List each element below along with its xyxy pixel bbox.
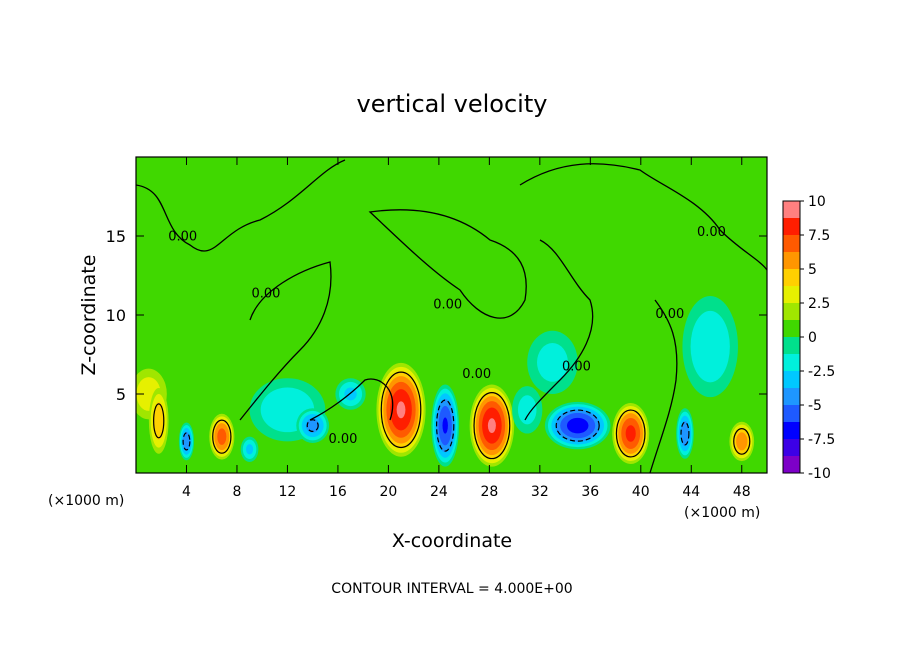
colorbar-band (783, 286, 800, 303)
contour-label: 0.00 (168, 230, 197, 245)
colorbar-band (783, 371, 800, 388)
field-cell (442, 417, 448, 434)
colorbar-tick-label: 5 (808, 262, 817, 278)
field-cell (396, 401, 406, 419)
x-tick-label: 44 (682, 484, 700, 500)
colorbar-band (783, 252, 800, 269)
colorbar-band (783, 303, 800, 320)
x-tick-label: 28 (480, 484, 498, 500)
contour-line (182, 432, 191, 451)
colorbar-tick-label: 2.5 (808, 296, 830, 312)
y-tick-label: 5 (116, 385, 126, 404)
field-cell (566, 417, 589, 434)
contour-line (615, 409, 646, 458)
contour-label: 0.00 (252, 287, 281, 302)
contour-line (380, 371, 422, 449)
contour-label: 0.00 (697, 225, 726, 240)
field-cell (690, 310, 730, 383)
y-axis-label: Z-coordinate (78, 255, 100, 376)
field-cell (305, 418, 320, 433)
contour-line (153, 403, 165, 439)
colorbar-band (783, 388, 800, 405)
field-cell (736, 432, 748, 451)
colorbar-tick-label: 7.5 (808, 228, 830, 244)
x-tick-label: 16 (329, 484, 347, 500)
contour-label: 0.00 (328, 432, 357, 447)
field-cell (217, 428, 227, 445)
contour-line (473, 392, 511, 460)
colorbar-tick-label: -10 (808, 466, 831, 482)
y-tick-label: 15 (106, 227, 126, 246)
chart-title: vertical velocity (357, 90, 548, 118)
colorbar-band (783, 422, 800, 439)
x-axis-label: X-coordinate (392, 530, 512, 552)
field-cell (680, 420, 690, 447)
y-tick-label: 10 (106, 306, 126, 325)
x-tick-label: 12 (279, 484, 297, 500)
x-tick-label: 32 (531, 484, 549, 500)
contour-line (733, 428, 751, 455)
contour-line (306, 419, 319, 432)
colorbar-tick-label: -5 (808, 398, 822, 414)
field-cell (153, 401, 165, 440)
colorbar-band (783, 218, 800, 235)
zero-contours (136, 159, 767, 473)
contour-label: 0.00 (655, 307, 684, 322)
field (136, 157, 767, 473)
colorbar-band (783, 439, 800, 456)
colorbar-band (783, 405, 800, 422)
field-cell (245, 444, 254, 455)
field-cell (517, 395, 537, 425)
x-unit: (×1000 m) (684, 505, 760, 521)
contour-line (212, 419, 232, 454)
x-tick-label: 20 (379, 484, 397, 500)
contour-label: 0.00 (562, 359, 591, 374)
contour-label: 0.00 (462, 367, 491, 382)
colorbar-tick-label: 10 (808, 194, 826, 210)
contour-line (435, 399, 455, 452)
colorbar-band (783, 354, 800, 371)
colorbar-band (783, 320, 800, 337)
colorbar-tick-label: 0 (808, 330, 817, 346)
field-cell (625, 425, 636, 442)
contour-label: 0.00 (433, 298, 462, 313)
x-tick-label: 48 (733, 484, 751, 500)
footnote: CONTOUR INTERVAL = 4.000E+00 (331, 581, 572, 597)
x-tick-label: 40 (632, 484, 650, 500)
colorbar-band (783, 269, 800, 286)
x-tick-label: 4 (182, 484, 191, 500)
colorbar-band (783, 235, 800, 252)
colorbar-tick-label: -7.5 (808, 432, 835, 448)
contour-line (680, 421, 690, 446)
colorbar-band (783, 337, 800, 354)
x-tick-label: 8 (232, 484, 241, 500)
field-cell (487, 418, 496, 433)
x-unit: (×1000 m) (48, 493, 124, 509)
x-tick-label: 24 (430, 484, 448, 500)
colorbar-band (783, 201, 800, 218)
x-tick-label: 36 (581, 484, 599, 500)
contour-line (555, 409, 600, 442)
colorbar-band (783, 456, 800, 473)
colorbar-tick-label: -2.5 (808, 364, 835, 380)
field-cell (182, 431, 191, 451)
field-cell (537, 343, 568, 382)
